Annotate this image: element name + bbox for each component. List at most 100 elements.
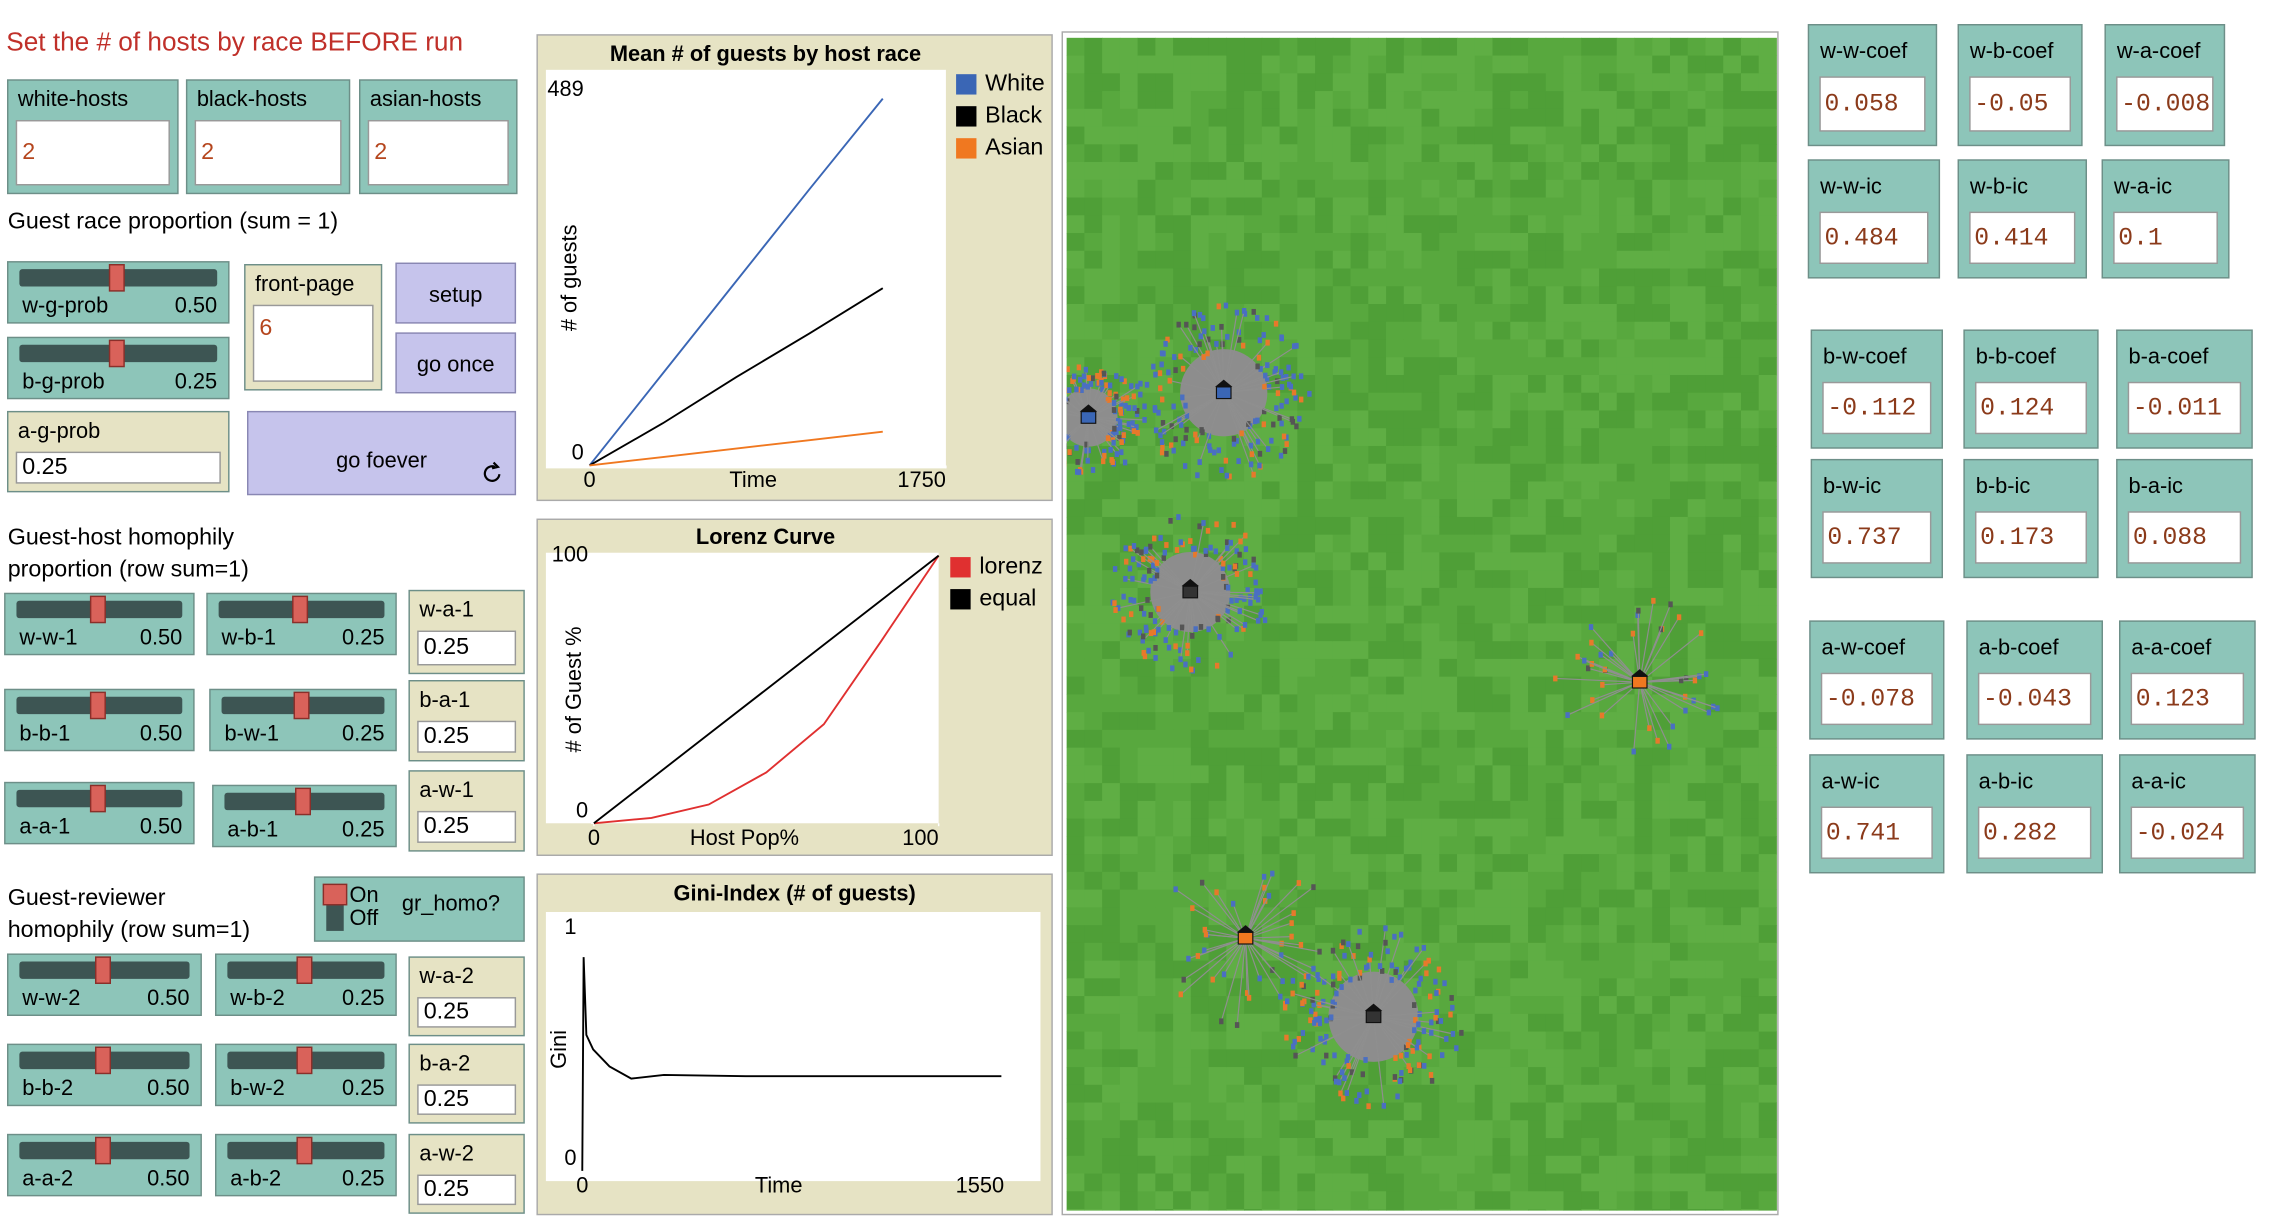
patch — [1740, 445, 1760, 465]
patch — [1403, 836, 1422, 855]
guest — [1234, 626, 1239, 633]
input-label: b-a-2 — [419, 1050, 470, 1075]
guest — [1261, 421, 1266, 428]
guest — [1123, 402, 1128, 409]
input-field[interactable] — [417, 1084, 517, 1115]
patch — [1705, 410, 1724, 429]
patch — [1279, 623, 1298, 642]
patch — [1652, 800, 1671, 820]
guest — [1151, 629, 1156, 636]
link — [1313, 1003, 1374, 1018]
patch — [1687, 889, 1706, 908]
guest — [1253, 579, 1258, 586]
slider-value: 0.50 — [147, 985, 189, 1010]
input-field[interactable] — [15, 451, 221, 484]
patch — [1687, 712, 1706, 731]
guest — [1436, 966, 1442, 973]
patch — [1102, 499, 1121, 518]
patch — [1616, 91, 1635, 110]
guest — [1357, 969, 1363, 976]
patch — [1297, 747, 1316, 766]
patch — [1244, 889, 1263, 908]
legend-swatch — [956, 106, 977, 127]
patch — [1368, 623, 1387, 642]
patch — [1332, 871, 1351, 891]
monitor-value: -0.008 — [2121, 91, 2210, 119]
patch — [1226, 658, 1245, 678]
patch — [1137, 463, 1156, 482]
patch — [1652, 481, 1671, 500]
guest — [1220, 565, 1226, 571]
patch — [1510, 960, 1529, 979]
patch — [1669, 1013, 1689, 1032]
patch — [1102, 1191, 1121, 1210]
patch — [1368, 499, 1387, 518]
monitor-value: -0.112 — [1827, 395, 1916, 423]
patch — [1066, 676, 1085, 695]
patch — [1599, 286, 1618, 305]
input-field[interactable] — [252, 304, 374, 382]
patch — [1492, 605, 1511, 624]
patch — [1332, 179, 1351, 198]
patch — [1102, 339, 1121, 358]
button[interactable] — [247, 410, 517, 496]
patch — [1705, 765, 1724, 784]
monitor-label: a-b-ic — [1979, 768, 2034, 793]
patch — [1687, 126, 1706, 145]
guest — [1202, 328, 1207, 335]
patch — [1705, 1013, 1724, 1032]
patch — [1279, 587, 1298, 607]
input-field[interactable] — [15, 120, 170, 186]
patch — [1545, 676, 1564, 695]
input-field[interactable] — [367, 120, 509, 186]
patch — [1705, 392, 1724, 411]
patch — [1528, 1120, 1547, 1139]
patch — [1155, 250, 1174, 269]
input-field[interactable] — [417, 997, 517, 1028]
guest — [1081, 373, 1087, 380]
guest — [1324, 1017, 1329, 1024]
monitor-field — [1977, 672, 2092, 726]
slider-label: a-a-1 — [19, 813, 70, 838]
patch — [1758, 978, 1777, 997]
patch — [1173, 463, 1192, 482]
patch — [1297, 658, 1316, 678]
button[interactable] — [395, 332, 517, 394]
input-field[interactable] — [194, 120, 342, 186]
patch — [1687, 1084, 1706, 1103]
button[interactable] — [395, 262, 517, 324]
patch — [1368, 907, 1387, 926]
switch[interactable] — [313, 876, 525, 942]
patch — [1563, 197, 1582, 216]
guest — [1317, 948, 1322, 955]
guest — [1177, 416, 1182, 423]
patch — [1190, 800, 1210, 820]
patch — [1119, 1084, 1139, 1103]
patch — [1474, 570, 1493, 589]
guest — [1201, 354, 1206, 360]
patch — [1297, 623, 1316, 642]
patch — [1421, 836, 1440, 855]
guest — [1173, 886, 1178, 893]
guest — [1284, 398, 1289, 405]
patch — [1066, 1120, 1085, 1139]
input-field[interactable] — [417, 1174, 517, 1206]
input-field[interactable] — [417, 720, 517, 753]
patch — [1740, 978, 1760, 997]
link — [1346, 1016, 1375, 1062]
patch — [1652, 516, 1671, 536]
patch — [1226, 765, 1245, 784]
patch — [1066, 818, 1085, 837]
patch — [1066, 126, 1085, 145]
monitor-field — [1977, 806, 2092, 859]
patch — [1368, 197, 1387, 216]
patch — [1723, 587, 1742, 607]
patch — [1332, 392, 1351, 411]
patch — [1634, 1067, 1653, 1086]
patch — [1119, 694, 1139, 713]
input-field[interactable] — [417, 810, 517, 843]
patch — [1616, 1191, 1635, 1210]
patch — [1563, 144, 1582, 163]
patch — [1687, 978, 1706, 997]
input-field[interactable] — [417, 630, 517, 666]
